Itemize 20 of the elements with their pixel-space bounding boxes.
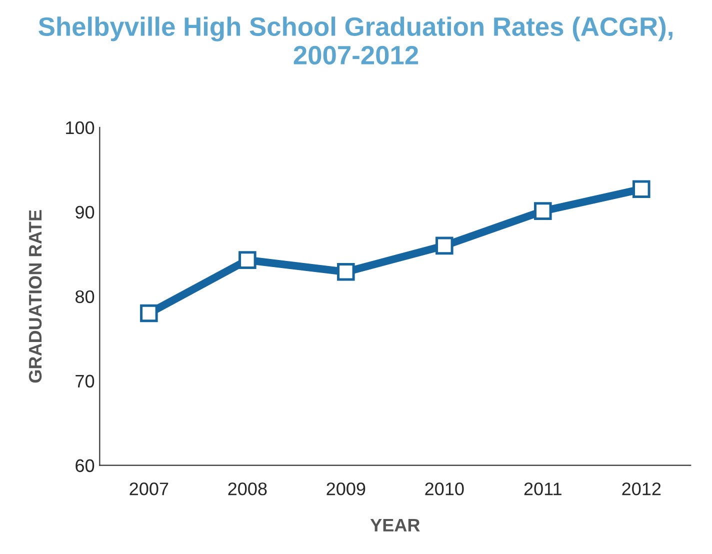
- point: [632, 180, 650, 198]
- point: [140, 304, 158, 322]
- point: [436, 236, 454, 255]
- x-tick-label: 2009: [326, 482, 366, 496]
- point: [337, 263, 355, 281]
- point: [238, 251, 256, 269]
- y-tick-label: 100: [66, 121, 94, 134]
- y-tick-label: 70: [76, 374, 94, 388]
- y-axis-title: GRADUATION RATE: [28, 210, 42, 383]
- y-tick-label: 80: [76, 290, 94, 304]
- x-tick-label: 2010: [425, 482, 464, 496]
- y-tick-label: 90: [76, 206, 94, 219]
- point: [534, 202, 552, 220]
- chart-title: Shelbyville High School Graduation Rates (ACGR), 2007-2012: [38, 16, 672, 65]
- x-tick-label: 2007: [130, 482, 168, 496]
- y-tick-label: 60: [76, 459, 94, 472]
- x-tick-label: 2008: [228, 482, 267, 496]
- x-axis-title: YEAR: [370, 518, 420, 532]
- x-tick-label: 2011: [524, 482, 562, 496]
- x-tick-label: 2012: [622, 482, 661, 496]
